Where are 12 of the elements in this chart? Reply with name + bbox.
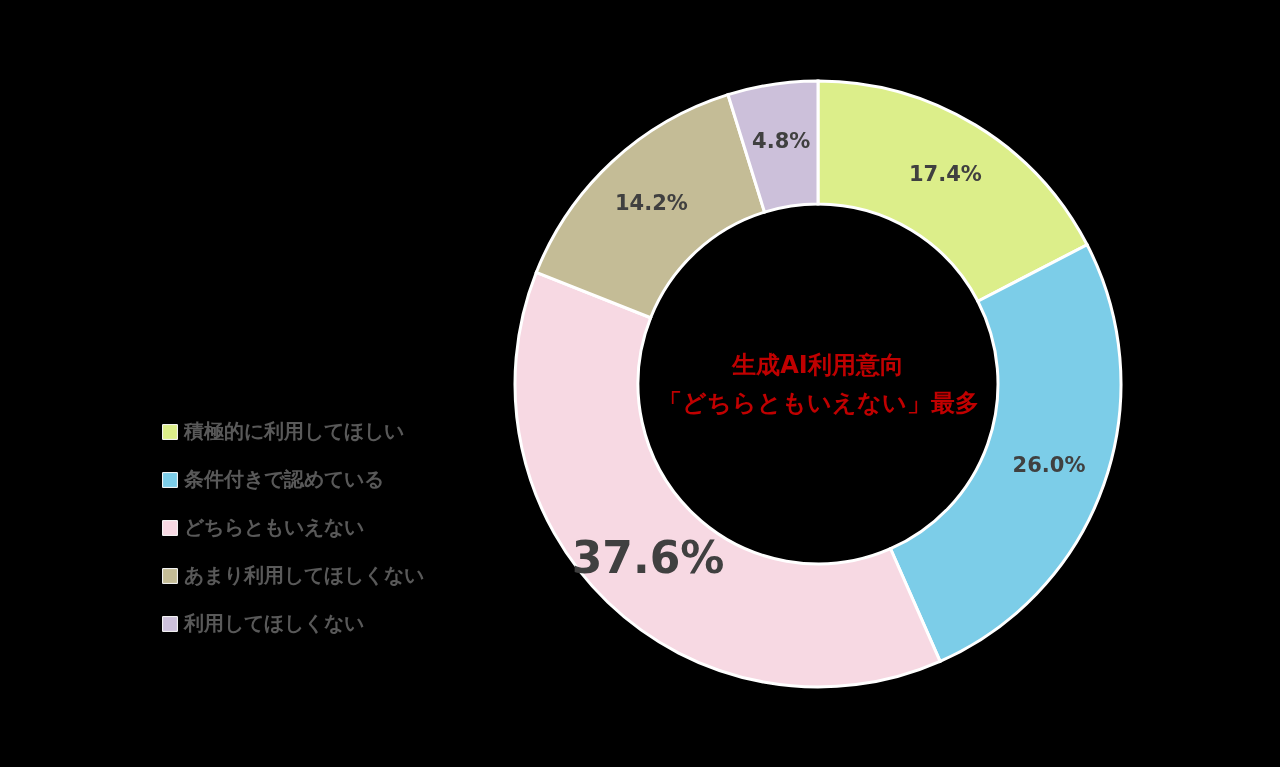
text: 「どちらともいえない」最多 [657, 389, 979, 417]
legend-label: 積極的に利用してほしい [183, 419, 404, 443]
legend-label: あまり利用してほしくない [184, 563, 424, 587]
legend-label: どちらともいえない [184, 515, 364, 539]
data-label: 26.0% [1012, 452, 1086, 477]
data-label: 37.6% [571, 532, 725, 584]
data-label: 17.4% [908, 161, 982, 186]
data-label: 4.8% [752, 128, 811, 153]
data-label: 14.2% [614, 191, 688, 216]
legend-label: 条件付きで認めている [183, 467, 384, 491]
text: 生成AI利用意向 [731, 351, 904, 379]
legend-label: 利用してほしくない [183, 611, 364, 635]
